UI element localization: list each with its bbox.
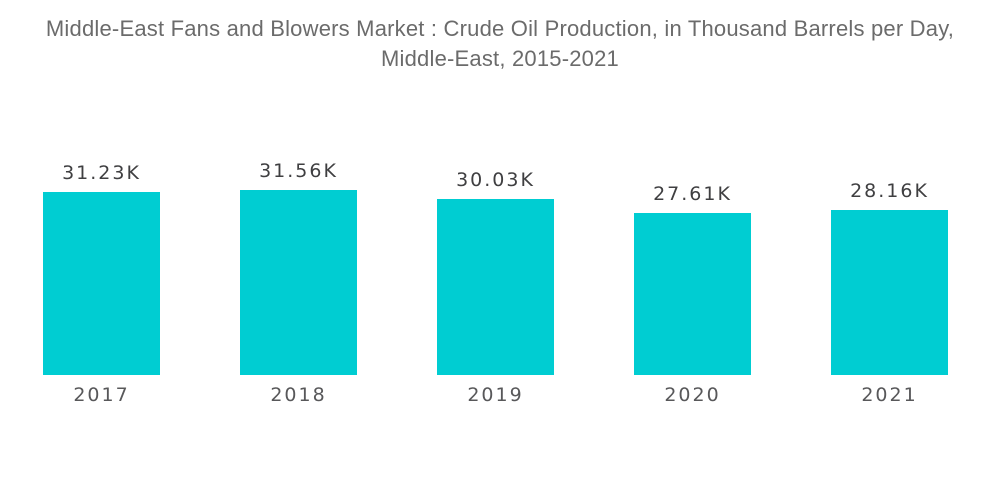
bar-2017[interactable] <box>43 192 160 375</box>
chart-title-line-1: Middle-East Fans and Blowers Market : Cr… <box>45 16 955 41</box>
x-axis-label-2017: 2017 <box>73 384 130 406</box>
x-axis-label-2021: 2021 <box>861 384 918 406</box>
x-axis-label-2020: 2020 <box>664 384 721 406</box>
x-axis-label-2019: 2019 <box>467 384 524 406</box>
x-axis-label-2018: 2018 <box>270 384 327 406</box>
bar-value-label: 31.23K <box>62 162 141 184</box>
chart-title-line-2: Middle-East, 2015-2021 <box>381 46 619 71</box>
bar-2019[interactable] <box>437 199 554 375</box>
bar-value-label: 31.56K <box>259 160 338 182</box>
bar-2018[interactable] <box>240 190 357 375</box>
bar-value-label: 30.03K <box>456 169 535 191</box>
bar-value-label: 28.16K <box>850 180 929 202</box>
bar-2020[interactable] <box>634 213 751 375</box>
chart-title: Middle-East Fans and Blowers Market : Cr… <box>0 14 1000 74</box>
bar-value-label: 27.61K <box>653 183 732 205</box>
bar-2021[interactable] <box>831 210 948 375</box>
